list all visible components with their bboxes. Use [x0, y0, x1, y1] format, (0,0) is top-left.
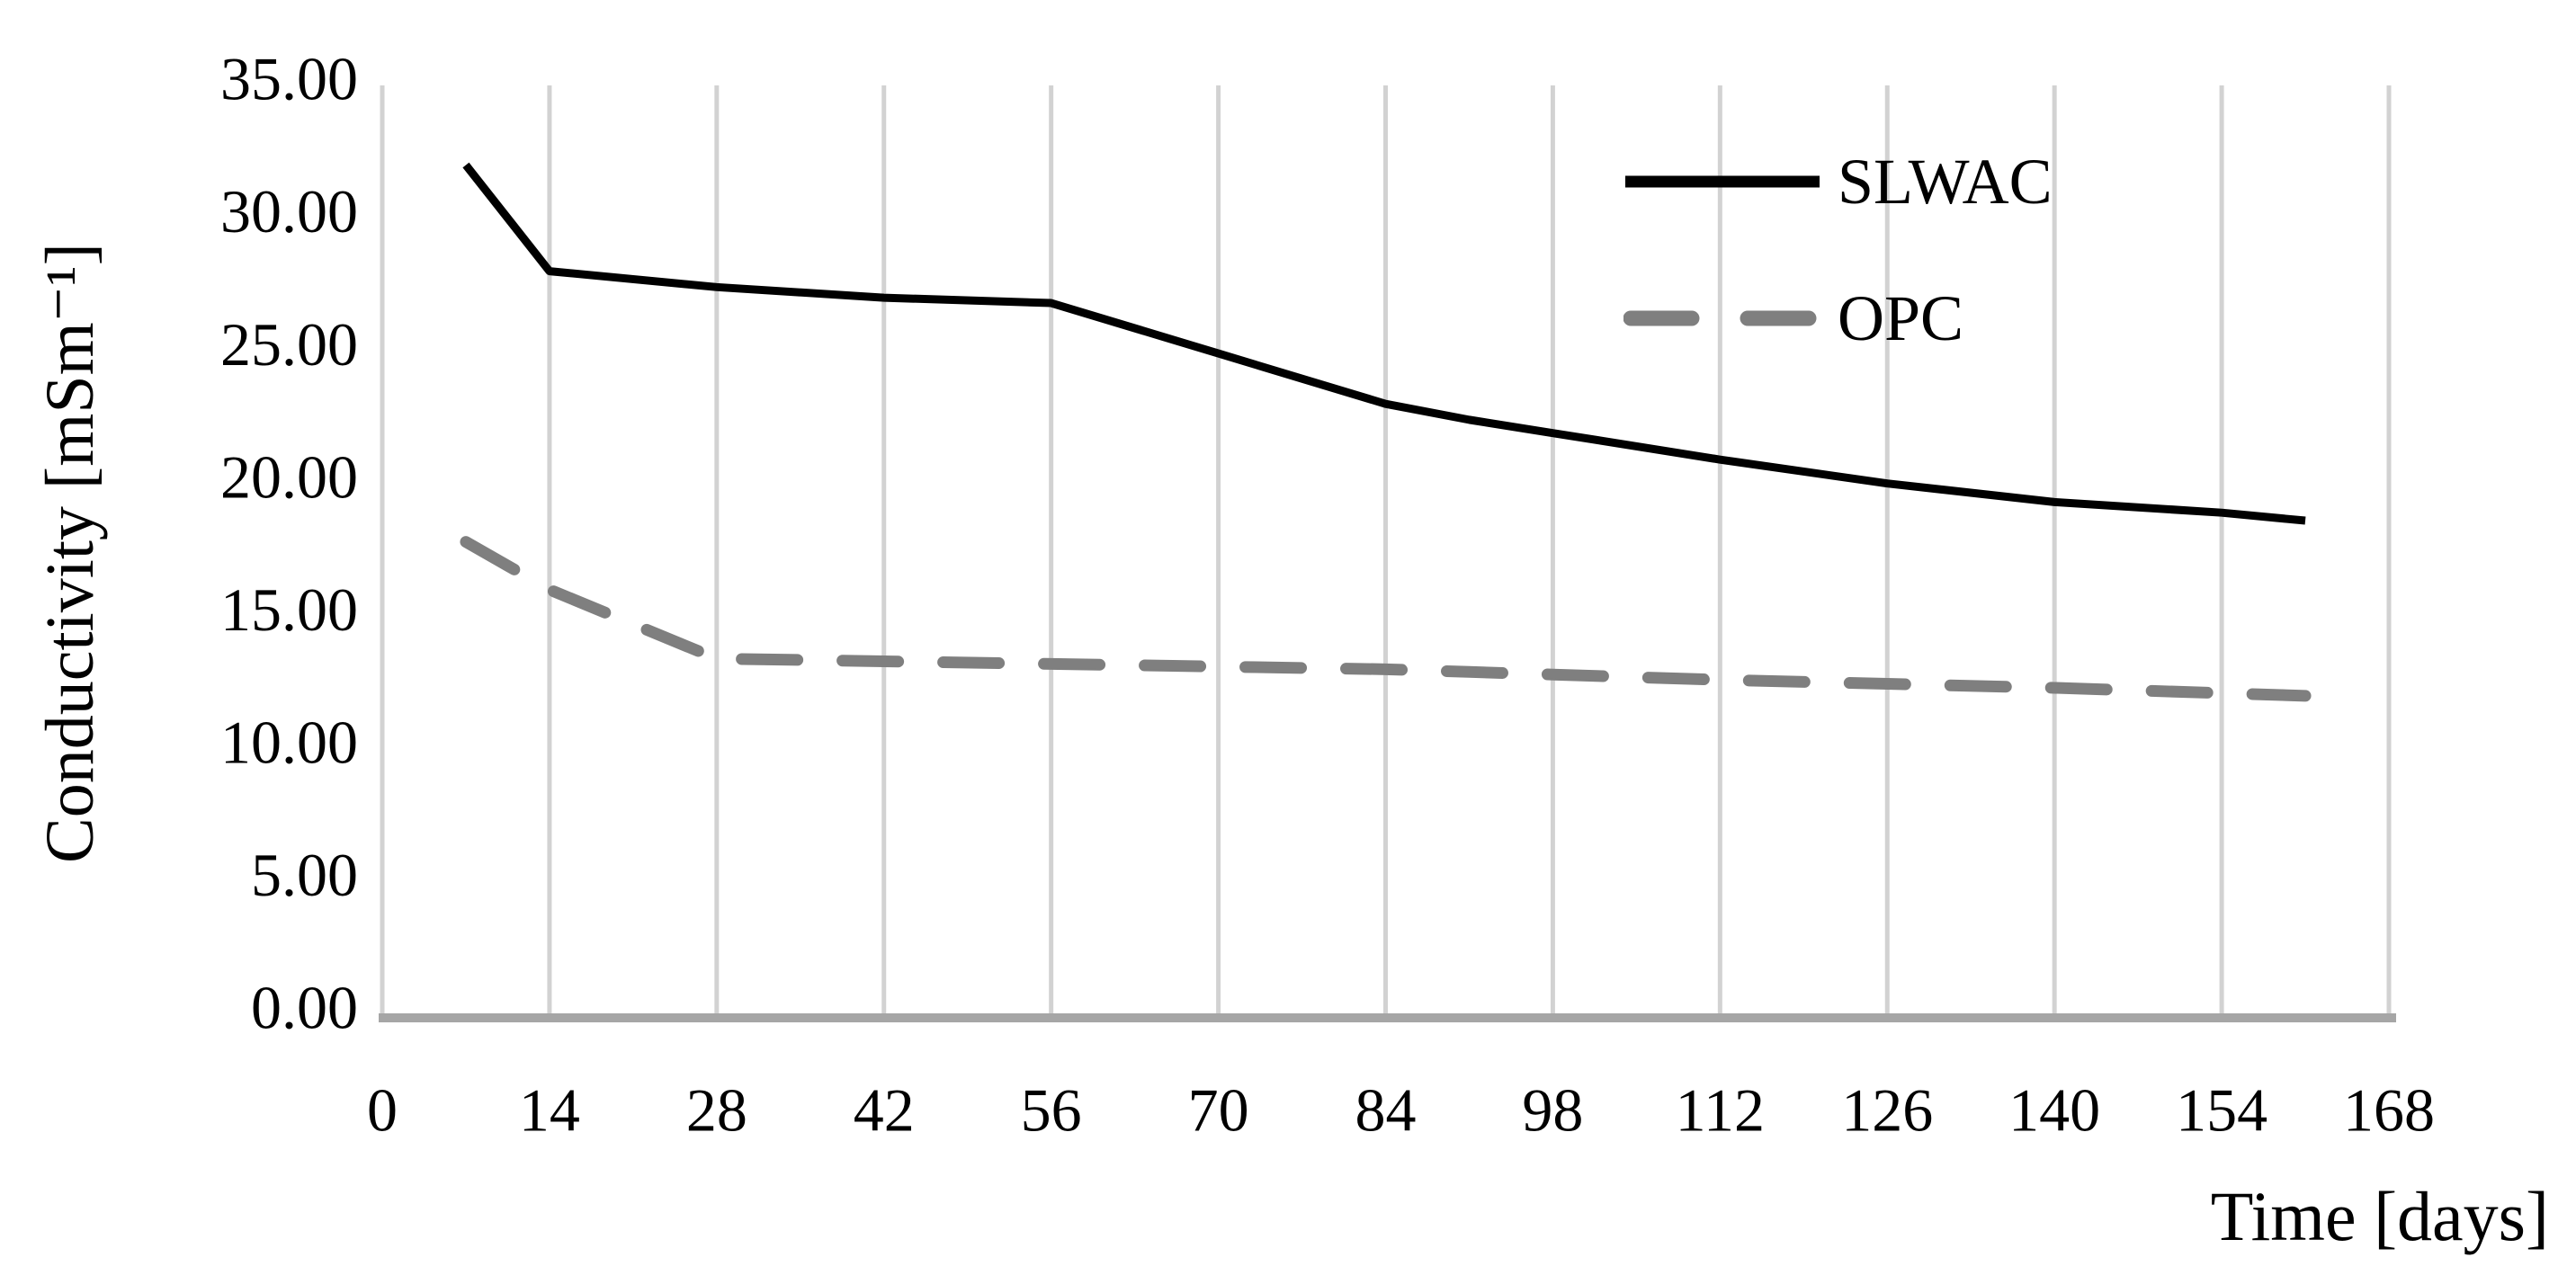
x-tick-label: 98 [1522, 1076, 1583, 1145]
x-tick-label: 0 [367, 1076, 398, 1145]
series-line-slwac [462, 162, 2306, 525]
x-tick-label: 28 [686, 1076, 747, 1145]
legend: SLWAC OPC [1623, 126, 2053, 374]
x-tick-label: 70 [1188, 1076, 1249, 1145]
x-tick-label: 168 [2343, 1076, 2435, 1145]
y-tick-label: 5.00 [251, 841, 358, 909]
opc-dashed-line-swatch [1623, 310, 1821, 326]
x-tick-label: 140 [2008, 1076, 2100, 1145]
y-tick-label: 25.00 [220, 310, 358, 379]
legend-label-slwac: SLWAC [1838, 146, 2053, 218]
y-tick-label: 0.00 [251, 974, 358, 1042]
x-axis-title: Time [days] [2210, 1177, 2549, 1255]
x-tick-label: 112 [1676, 1076, 1765, 1145]
x-tick-label: 84 [1355, 1076, 1417, 1145]
x-tick-label: 154 [2176, 1076, 2267, 1145]
y-tick-label: 10.00 [220, 708, 358, 776]
y-tick-label: 35.00 [220, 45, 358, 113]
x-tick-label: 56 [1021, 1076, 1082, 1145]
series-line-opc [460, 536, 2312, 702]
legend-item-opc: OPC [1623, 263, 2053, 374]
y-tick-label: 30.00 [220, 177, 358, 245]
x-tick-label: 42 [854, 1076, 915, 1145]
y-tick-label: 15.00 [220, 575, 358, 644]
x-tick-label: 126 [1841, 1076, 1933, 1145]
y-tick-label: 20.00 [220, 442, 358, 511]
legend-item-slwac: SLWAC [1623, 126, 2053, 237]
legend-label-opc: OPC [1838, 282, 1964, 354]
y-axis-title: Conductivity [mSm⁻¹] [32, 243, 108, 863]
slwac-solid-line-swatch [1625, 175, 1820, 188]
x-tick-label: 14 [519, 1076, 580, 1145]
